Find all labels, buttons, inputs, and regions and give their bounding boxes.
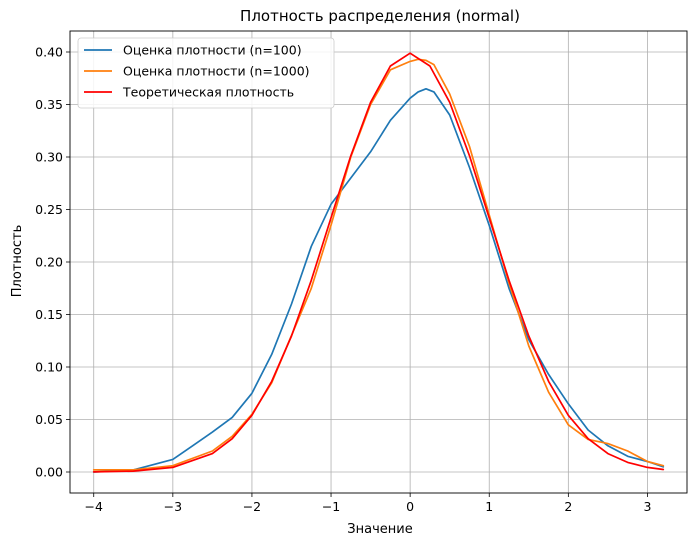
series-line-1 bbox=[92, 58, 665, 471]
y-tick-label: 0.40 bbox=[35, 45, 63, 60]
grid-lines bbox=[70, 31, 687, 493]
y-axis-label: Плотность bbox=[10, 225, 25, 297]
x-tick-label: −2 bbox=[243, 499, 261, 514]
x-axis-ticks: −4 −3 −2 −1 0 1 2 3 bbox=[85, 493, 651, 514]
y-tick-label: 0.05 bbox=[35, 412, 63, 427]
x-tick-label: 3 bbox=[643, 499, 651, 514]
legend-label-2: Теоретическая плотность bbox=[122, 85, 294, 100]
legend-label-1: Оценка плотности (n=1000) bbox=[123, 64, 310, 79]
x-tick-label: −1 bbox=[322, 499, 340, 514]
series-line-2 bbox=[92, 52, 665, 473]
y-tick-label: 0.35 bbox=[35, 97, 63, 112]
chart-title: Плотность распределения (normal) bbox=[240, 7, 520, 25]
y-tick-label: 0.25 bbox=[35, 202, 63, 217]
x-tick-label: 0 bbox=[406, 499, 414, 514]
x-tick-label: −3 bbox=[164, 499, 182, 514]
y-tick-label: 0.20 bbox=[35, 255, 63, 270]
x-tick-label: −4 bbox=[85, 499, 103, 514]
y-tick-label: 0.00 bbox=[35, 465, 63, 480]
y-tick-label: 0.10 bbox=[35, 360, 63, 375]
x-axis-label: Значение bbox=[347, 522, 412, 537]
x-tick-label: 1 bbox=[485, 499, 493, 514]
series-lines bbox=[92, 52, 665, 473]
legend-box bbox=[77, 37, 335, 109]
y-tick-label: 0.15 bbox=[35, 307, 63, 322]
legend: Оценка плотности (n=100) Оценка плотности… bbox=[77, 37, 335, 109]
x-tick-label: 2 bbox=[564, 499, 572, 514]
legend-label-0: Оценка плотности (n=100) bbox=[123, 43, 302, 58]
y-axis-ticks: 0.00 0.05 0.10 0.15 0.20 0.25 0.30 0.35 0.40 bbox=[35, 45, 70, 480]
series-line-0 bbox=[92, 87, 665, 473]
y-tick-label: 0.30 bbox=[35, 150, 63, 165]
